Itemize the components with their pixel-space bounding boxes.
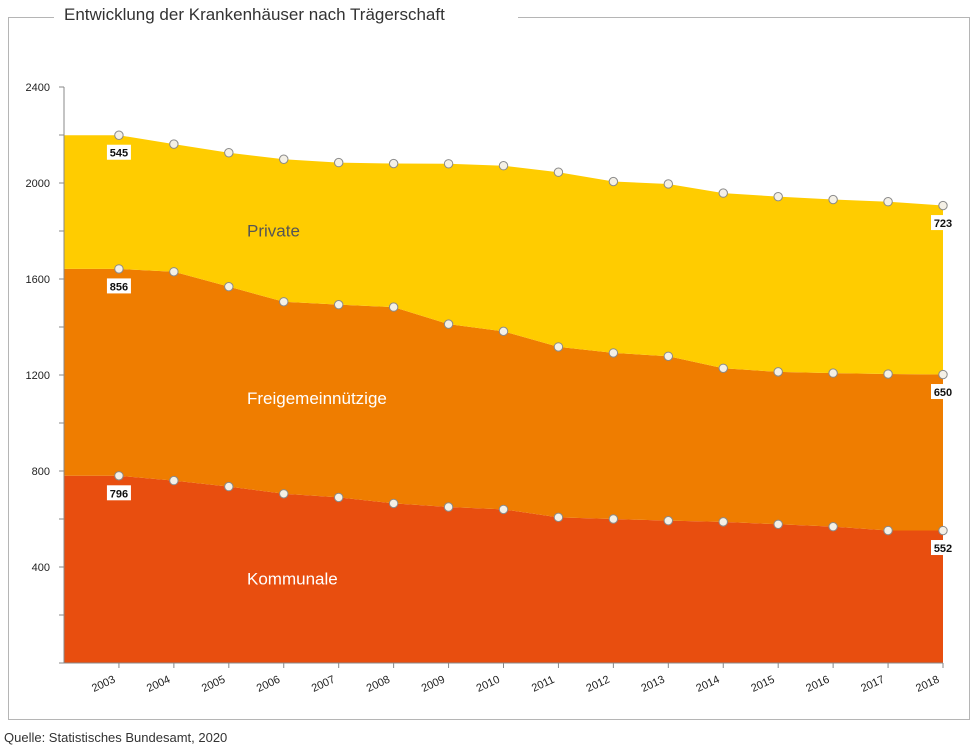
data-point [828,521,838,532]
value-label: 796 [110,488,128,500]
value-label: 856 [110,281,128,293]
value-label-box [106,144,131,160]
data-point [224,148,234,158]
area-freigemeinnützige [64,268,943,531]
value-label-box [931,384,955,400]
x-tick-label: 2011 [530,674,557,695]
data-point [498,504,509,515]
data-point [333,157,344,168]
data-point [553,167,564,177]
value-label-box [106,278,131,294]
y-tick-label: 1200 [26,370,50,382]
x-tick-label: 2010 [475,674,502,695]
data-point [608,348,619,358]
data-point [553,512,564,523]
x-tick-label: 2013 [639,674,666,695]
data-point [883,369,893,379]
x-tick-label: 2008 [365,674,392,695]
value-label: 552 [934,543,952,555]
chart-title: Entwicklung der Krankenhäuser nach Träge… [64,5,445,24]
data-point [114,130,124,140]
data-point [279,489,289,499]
x-tick-label: 2017 [859,674,886,695]
data-point [663,179,674,189]
data-point [663,351,674,361]
data-point [169,475,179,486]
value-label: 650 [934,387,952,399]
x-tick-label: 2004 [145,674,172,695]
data-point [169,139,179,149]
data-point [608,176,619,187]
x-tick-label: 2003 [90,674,117,695]
data-point [443,502,454,512]
data-point [114,264,124,274]
x-tick-label: 2016 [804,674,831,695]
x-tick-label: 2007 [310,674,337,695]
y-tick-label: 1600 [26,274,50,286]
data-point [773,191,783,202]
x-tick-label: 2012 [584,674,611,695]
data-point [883,197,893,207]
data-point [718,363,728,373]
value-label-box [931,540,955,556]
value-label: 545 [110,148,128,160]
data-point [498,161,509,171]
data-point [333,299,344,310]
data-point [938,200,948,211]
x-tick-label: 2015 [749,674,776,695]
data-point [718,517,728,527]
data-point [224,481,234,492]
data-point [883,525,893,536]
value-label-box [106,485,131,501]
y-tick-label: 2400 [26,82,50,94]
x-tick-label: 2018 [914,674,941,695]
data-point [443,159,454,169]
data-point [443,319,454,329]
data-point [388,302,399,312]
data-point [388,158,399,169]
band-label-private: Private [247,222,300,241]
data-point [279,154,289,164]
chart-frame [8,17,970,720]
data-point [553,342,564,352]
y-tick-label: 2000 [26,178,50,190]
data-point [169,267,179,277]
data-point [663,515,674,526]
data-point [333,492,344,503]
data-point [608,514,619,524]
y-tick-label: 400 [32,562,50,574]
data-point [718,188,728,198]
x-tick-label: 2009 [420,674,447,695]
data-point [224,281,234,292]
value-label-box [931,215,955,231]
data-point [279,297,289,307]
data-point [828,368,838,378]
data-point [828,194,838,205]
x-tick-label: 2014 [694,674,721,695]
data-point [388,498,399,509]
frame-top-left-border [8,17,54,18]
x-tick-label: 2006 [255,674,282,695]
data-point [498,326,509,337]
data-point [114,471,124,481]
data-point [773,367,783,377]
data-point [938,525,948,536]
y-tick-label: 800 [32,466,50,478]
source-note: Quelle: Statistisches Bundesamt, 2020 [4,730,228,745]
value-label: 723 [934,218,952,230]
band-label-freigemeinnützige: Freigemeinnützige [247,389,387,408]
frame-top-right-border [518,17,969,18]
x-tick-label: 2005 [200,674,227,695]
data-point [938,369,948,380]
data-point [773,519,783,529]
band-label-kommunale: Kommunale [247,569,338,588]
